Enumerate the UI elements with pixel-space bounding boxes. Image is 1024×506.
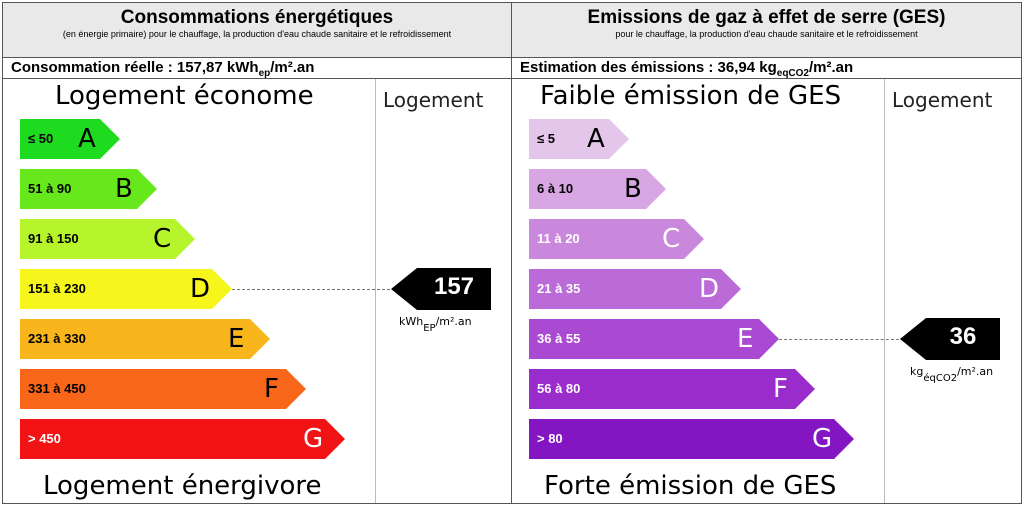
energy-class-range-a: ≤ 50 [28, 131, 54, 146]
energy-value-unit: kWhEP/m².an [399, 315, 472, 334]
energy-measure-suffix: /m².an [270, 59, 315, 76]
ges-unit-sub: éqCO2 [923, 373, 958, 384]
ges-measure-sub: eqCO2 [776, 68, 809, 79]
energy-class-range-e: 231 à 330 [28, 331, 86, 346]
energy-class-shape-f [20, 369, 306, 409]
ges-class-shape-a [529, 119, 629, 159]
ges-class-range-c: 11 à 20 [537, 231, 580, 246]
ges-class-shape-d [529, 269, 741, 309]
ges-unit-suffix: /m².an [957, 365, 994, 378]
energy-class-range-c: 91 à 150 [28, 231, 79, 246]
ges-class-shape-f [529, 369, 815, 409]
energy-class-shape-a [20, 119, 120, 159]
ges-class-letter-e: E [737, 324, 754, 354]
ges-header: Emissions de gaz à effet de serre (GES) … [512, 3, 1021, 58]
energy-unit-suffix: /m².an [435, 315, 472, 328]
energy-class-letter-a: A [78, 124, 96, 154]
energy-class-range-f: 331 à 450 [28, 381, 86, 396]
energy-measure-sub: ep [258, 68, 271, 79]
energy-column-divider [375, 79, 376, 503]
energy-class-shape-b [20, 169, 157, 209]
energy-class-shape-d [20, 269, 232, 309]
ges-class-bar-e: 36 à 55 E [529, 319, 779, 359]
energy-header: Consommations énergétiques (en énergie p… [3, 3, 511, 58]
energy-class-shape-c [20, 219, 195, 259]
ges-class-bar-d: 21 à 35 D [529, 269, 741, 309]
energy-subtitle: (en énergie primaire) pour le chauffage,… [62, 29, 452, 39]
ges-class-range-d: 21 à 35 [537, 281, 581, 296]
energy-value-marker: 157 [391, 268, 491, 310]
ges-panel: Emissions de gaz à effet de serre (GES) … [512, 3, 1021, 503]
energy-class-letter-d: D [190, 274, 211, 304]
energy-panel: Consommations énergétiques (en énergie p… [3, 3, 512, 503]
energy-column-label: Logement [383, 88, 484, 112]
energy-class-bar-e: 231 à 330 E [20, 319, 270, 359]
ges-class-range-a: ≤ 5 [537, 131, 555, 146]
ges-value: 36 [949, 323, 977, 350]
energy-value: 157 [433, 273, 475, 300]
ges-top-label: Faible émission de GES [540, 81, 842, 111]
ges-measure-prefix: Estimation des émissions : 36,94 kg [520, 59, 777, 76]
energy-measure: Consommation réelle : 157,87 kWhep/m².an [3, 58, 511, 79]
energy-class-range-b: 51 à 90 [28, 181, 72, 196]
energy-class-shape-e [20, 319, 270, 359]
energy-class-letter-e: E [228, 324, 245, 354]
ges-measure: Estimation des émissions : 36,94 kgeqCO2… [512, 58, 1021, 79]
energy-class-bar-a: ≤ 50 A [20, 119, 120, 159]
ges-class-range-e: 36 à 55 [537, 331, 581, 346]
energy-unit-sub: EP [423, 323, 436, 334]
ges-class-shape-c [529, 219, 704, 259]
ges-class-shape-b [529, 169, 666, 209]
ges-measure-suffix: /m².an [809, 59, 854, 76]
energy-class-bar-d: 151 à 230 D [20, 269, 232, 309]
ges-class-letter-c: C [662, 224, 681, 254]
energy-top-label: Logement économe [55, 81, 314, 111]
energy-unit-main: kWh [399, 315, 424, 328]
energy-title: Consommations énergétiques [120, 7, 394, 28]
ges-title: Emissions de gaz à effet de serre (GES) [587, 7, 946, 28]
ges-class-bar-b: 6 à 10 B [529, 169, 666, 209]
ges-marker-leader [779, 339, 904, 340]
ges-class-range-f: 56 à 80 [537, 381, 581, 396]
ges-class-bar-f: 56 à 80 F [529, 369, 815, 409]
ges-class-shape-e [529, 319, 779, 359]
ges-subtitle: pour le chauffage, la production d'eau c… [615, 29, 918, 39]
ges-unit-main: kg [910, 365, 924, 378]
ges-column-label: Logement [892, 88, 993, 112]
ges-class-letter-g: G [812, 424, 833, 454]
ges-marker-arrow [900, 318, 1000, 360]
energy-class-shape-g [20, 419, 345, 459]
ges-column-divider [884, 79, 885, 503]
ges-class-range-g: > 80 [537, 431, 563, 446]
energy-measure-prefix: Consommation réelle : 157,87 kWh [11, 59, 259, 76]
energy-scale: Logement économe Logement énergivore Log… [3, 79, 511, 503]
energy-class-range-g: > 450 [28, 431, 61, 446]
ges-class-shape-g [529, 419, 854, 459]
energy-class-letter-f: F [264, 374, 279, 404]
energy-class-bar-g: > 450 G [20, 419, 345, 459]
energy-class-bar-b: 51 à 90 B [20, 169, 157, 209]
ges-class-bar-a: ≤ 5 A [529, 119, 629, 159]
ges-class-bar-g: > 80 G [529, 419, 854, 459]
energy-marker-arrow [391, 268, 491, 310]
ges-class-letter-a: A [587, 124, 605, 154]
energy-class-range-d: 151 à 230 [28, 281, 86, 296]
energy-bottom-label: Logement énergivore [43, 471, 322, 501]
energy-class-letter-c: C [153, 224, 172, 254]
ges-class-letter-b: B [624, 174, 642, 204]
ges-class-letter-d: D [699, 274, 720, 304]
ges-class-letter-f: F [773, 374, 788, 404]
ges-class-bar-c: 11 à 20 C [529, 219, 704, 259]
ges-value-unit: kgéqCO2/m².an [910, 365, 994, 384]
energy-class-letter-g: G [303, 424, 324, 454]
energy-class-bar-f: 331 à 450 F [20, 369, 306, 409]
ges-bottom-label: Forte émission de GES [544, 471, 837, 501]
energy-class-letter-b: B [115, 174, 133, 204]
ges-value-marker: 36 [900, 318, 1000, 360]
ges-class-range-b: 6 à 10 [537, 181, 574, 196]
energy-marker-leader [232, 289, 395, 290]
ges-scale: Faible émission de GES Forte émission de… [512, 79, 1021, 503]
energy-class-bar-c: 91 à 150 C [20, 219, 195, 259]
